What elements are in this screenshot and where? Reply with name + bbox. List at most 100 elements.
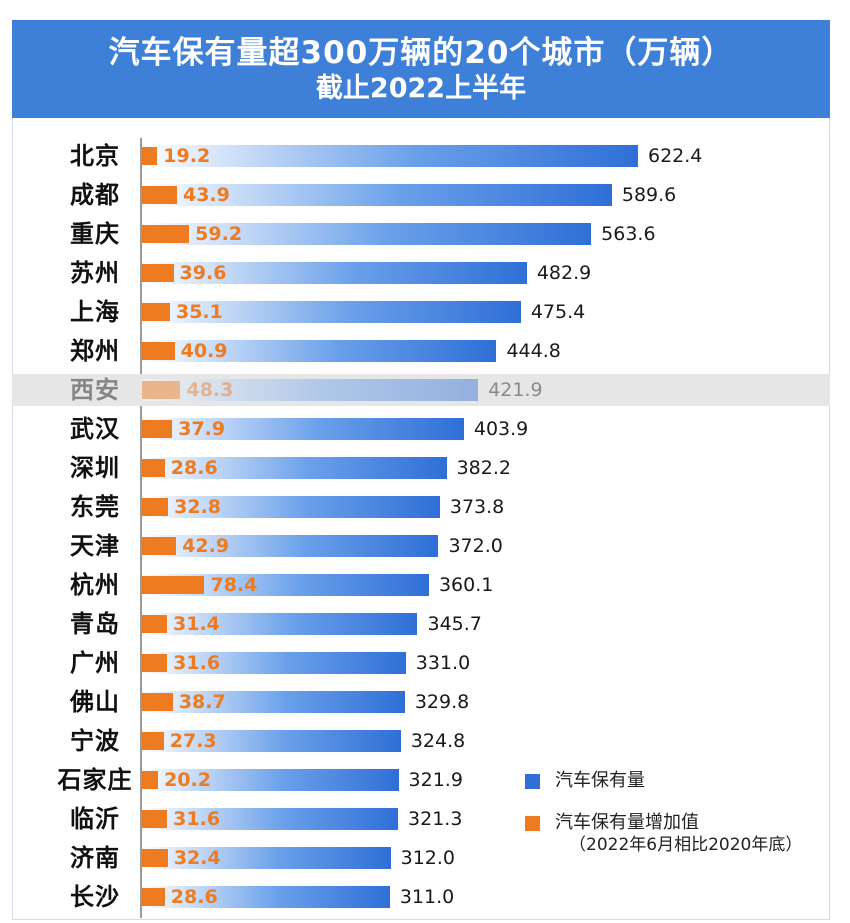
category-label: 佛山 [70,688,120,716]
total-bar [142,691,405,713]
bar-row: 深圳 28.6 382.2 [12,452,830,484]
increase-bar [142,810,168,828]
category-label: 临沂 [70,805,120,833]
total-bar [142,652,406,674]
total-bar [142,457,447,479]
total-bar [142,379,479,401]
legend-label-total: 汽车保有量 [555,770,645,791]
increase-bar [142,420,173,438]
category-label: 西安 [70,376,120,404]
total-bar [142,223,592,245]
total-bar [142,886,390,908]
y-axis-line [140,138,142,918]
increase-value-label: 38.7 [178,691,226,713]
bar-row: 天津 42.9 372.0 [12,530,830,562]
increase-bar [142,381,181,399]
increase-value-label: 20.2 [164,769,211,791]
total-value-label: 312.0 [400,847,456,869]
increase-value-label: 32.4 [173,847,221,869]
bar-row: 杭州 78.4 360.1 [12,569,830,601]
total-value-label: 622.4 [648,145,703,167]
category-label: 武汉 [70,415,120,443]
category-label: 郑州 [70,337,120,365]
total-bar [142,730,401,752]
bar-row: 北京 19.2 622.4 [12,140,830,172]
category-label: 石家庄 [57,766,133,794]
increase-value-label: 27.3 [169,730,217,752]
bar-row: 成都 43.9 589.6 [12,179,830,211]
increase-value-label: 28.6 [170,886,218,908]
increase-value-label: 35.1 [175,301,223,323]
legend-swatch-total [525,774,540,789]
total-value-label: 563.6 [601,223,656,245]
increase-bar [142,693,173,711]
increase-value-label: 32.8 [174,496,222,518]
legend-swatch-increase [525,816,540,831]
total-value-label: 345.7 [427,613,482,635]
bar-row: 郑州 40.9 444.8 [12,335,830,367]
increase-bar [142,615,168,633]
category-label: 苏州 [70,259,120,287]
total-bar [142,613,418,635]
total-value-label: 421.9 [488,379,543,401]
bar-row: 苏州 39.6 482.9 [12,257,830,289]
chart-title: 汽车保有量超300万辆的20个城市（万辆） [108,35,734,71]
bar-row: 西安 48.3 421.9 [12,374,830,406]
total-value-label: 360.1 [438,574,494,596]
increase-bar [142,888,165,906]
total-value-label: 475.4 [530,301,586,323]
bar-row: 宁波 27.3 324.8 [12,725,830,757]
total-value-label: 321.9 [408,769,463,791]
increase-value-label: 31.4 [173,613,220,635]
increase-bar [142,537,177,555]
increase-bar [142,654,168,672]
category-label: 广州 [70,649,120,677]
total-value-label: 382.2 [456,457,511,479]
increase-bar [142,498,169,516]
bar-row: 济南 32.4 312.0 [12,842,830,874]
bar-row: 临沂 31.6 321.3 [12,803,830,835]
increase-value-label: 43.9 [182,184,230,206]
total-bar [142,301,521,323]
category-label: 青岛 [70,610,120,638]
category-label: 上海 [70,298,120,326]
increase-bar [142,147,158,165]
total-bar [142,769,399,791]
increase-value-label: 19.2 [163,145,211,167]
bar-row: 广州 31.6 331.0 [12,647,830,679]
category-label: 成都 [70,181,120,209]
bar-row: 长沙 28.6 311.0 [12,881,830,913]
total-bar [142,418,464,440]
total-value-label: 372.0 [448,535,503,557]
increase-bar [142,576,205,594]
total-bar [142,574,429,596]
increase-bar [142,303,170,321]
increase-bar [142,459,165,477]
category-label: 济南 [70,844,120,872]
legend-note-increase: （2022年6月相比2020年底） [569,835,803,855]
increase-value-label: 31.6 [173,808,221,830]
increase-value-label: 59.2 [195,223,243,245]
legend-label-increase: 汽车保有量增加值 [555,812,699,833]
increase-bar [142,342,175,360]
increase-bar [142,732,164,750]
increase-value-label: 28.6 [170,457,218,479]
category-label: 天津 [70,532,120,560]
bar-row: 青岛 31.4 345.7 [12,608,830,640]
bar-row: 东莞 32.8 373.8 [12,491,830,523]
bar-row: 重庆 59.2 563.6 [12,218,830,250]
category-label: 北京 [70,142,120,170]
bar-row: 上海 35.1 475.4 [12,296,830,328]
increase-bar [142,186,177,204]
category-label: 深圳 [70,454,120,482]
increase-value-label: 39.6 [179,262,227,284]
total-bar [142,262,527,284]
total-bar [142,808,399,830]
increase-bar [142,849,168,867]
increase-value-label: 48.3 [186,379,234,401]
category-label: 杭州 [70,571,120,599]
total-value-label: 321.3 [408,808,463,830]
category-label: 宁波 [70,727,120,755]
bar-row: 石家庄 20.2 321.9 [12,764,830,796]
category-label: 重庆 [70,220,120,248]
